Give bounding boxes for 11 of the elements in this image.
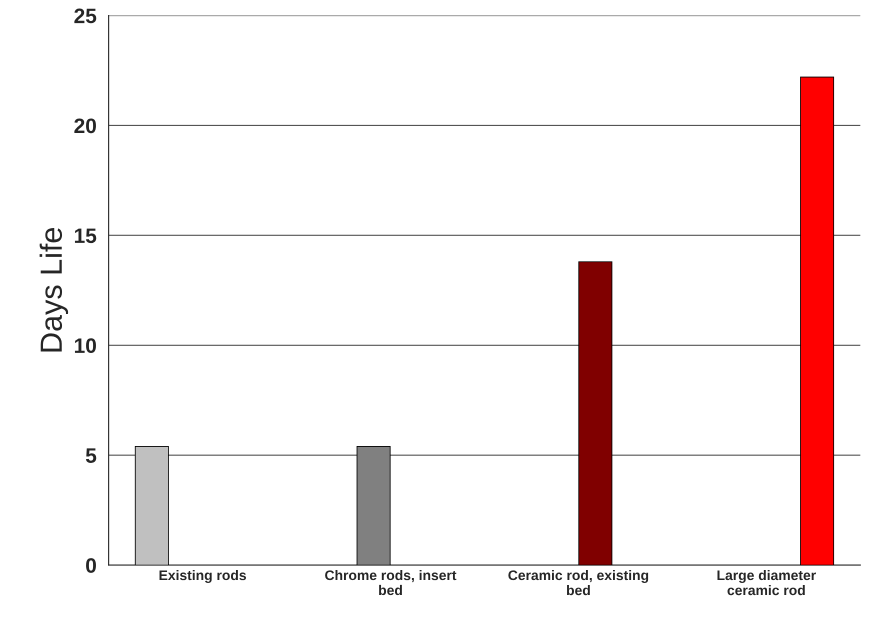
x-tick-label: Ceramic rod, existing bed [508, 570, 648, 596]
x-tick-label: Large diameter ceramic rod [717, 570, 816, 596]
x-tick-label: Existing rods [160, 570, 246, 583]
y-tick-label: 25 [74, 8, 96, 24]
x-tick-label: Chrome rods, insert bed [325, 570, 456, 596]
y-tick-label: 5 [86, 448, 96, 463]
y-tick-label: 0 [86, 558, 96, 573]
y-axis-title: Days Life [40, 228, 68, 352]
y-tick-label: 15 [74, 228, 96, 244]
y-tick-label: 20 [74, 118, 96, 134]
y-tick-label: 10 [74, 338, 96, 354]
